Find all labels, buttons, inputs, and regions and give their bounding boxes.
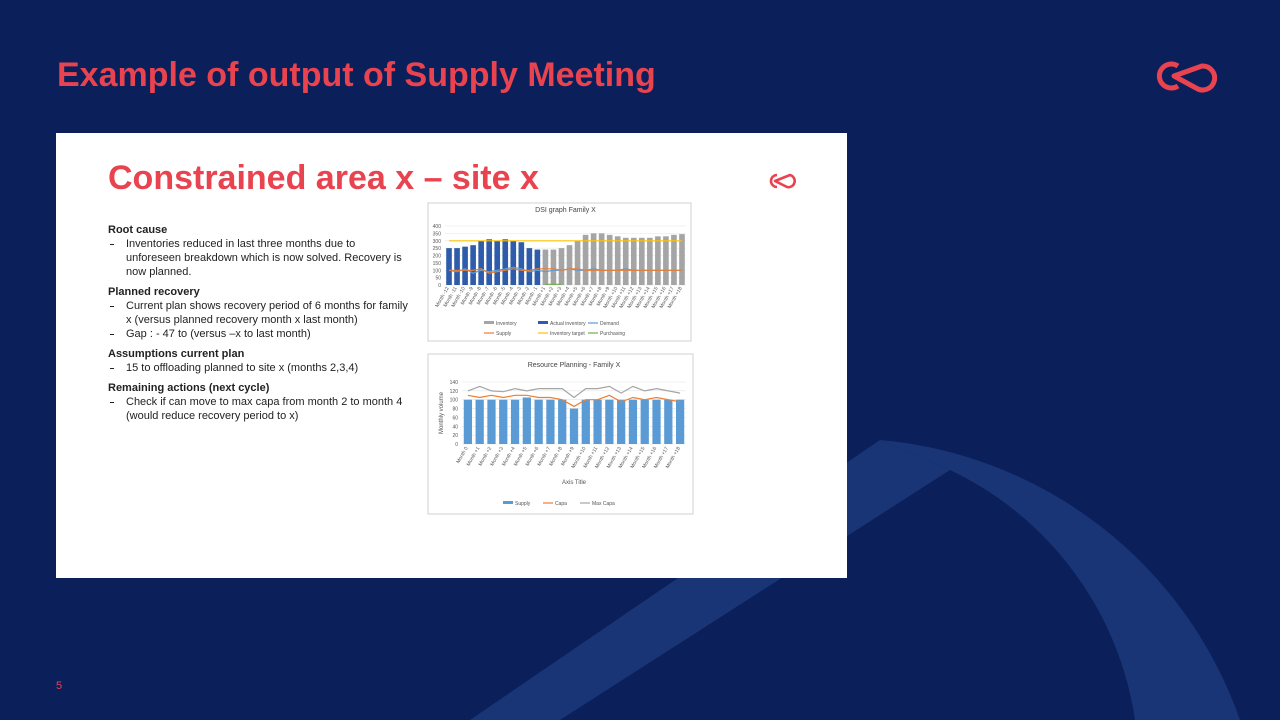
section: Assumptions current plan 15 to offloading… [108,347,408,375]
logo-small [769,173,796,189]
slide-title: Example of output of Supply Meeting [57,56,656,94]
bullet: Check if can move to max capa from month… [108,395,408,423]
bullet: Inventories reduced in last three months… [108,237,408,279]
content-title: Constrained area x – site x [108,159,539,197]
section: Root cause Inventories reduced in last th… [108,223,408,279]
section-heading: Root cause [108,224,168,236]
section-heading: Assumptions current plan [108,348,245,360]
bullet: Gap : - 47 to (versus –x to last month) [108,327,408,341]
bullet: 15 to offloading planned to site x (mont… [108,361,408,375]
notes: Root cause Inventories reduced in last th… [108,223,408,429]
section-heading: Planned recovery [108,286,200,298]
bullet: Current plan shows recovery period of 6 … [108,299,408,327]
section: Planned recovery Current plan shows recov… [108,285,408,341]
page-number: 5 [56,680,63,692]
slide-image: Constrained area x – site x Root cause In… [56,133,847,578]
logo [1156,61,1218,93]
section-heading: Remaining actions (next cycle) [108,382,270,394]
section: Remaining actions (next cycle) Check if c… [108,381,408,423]
